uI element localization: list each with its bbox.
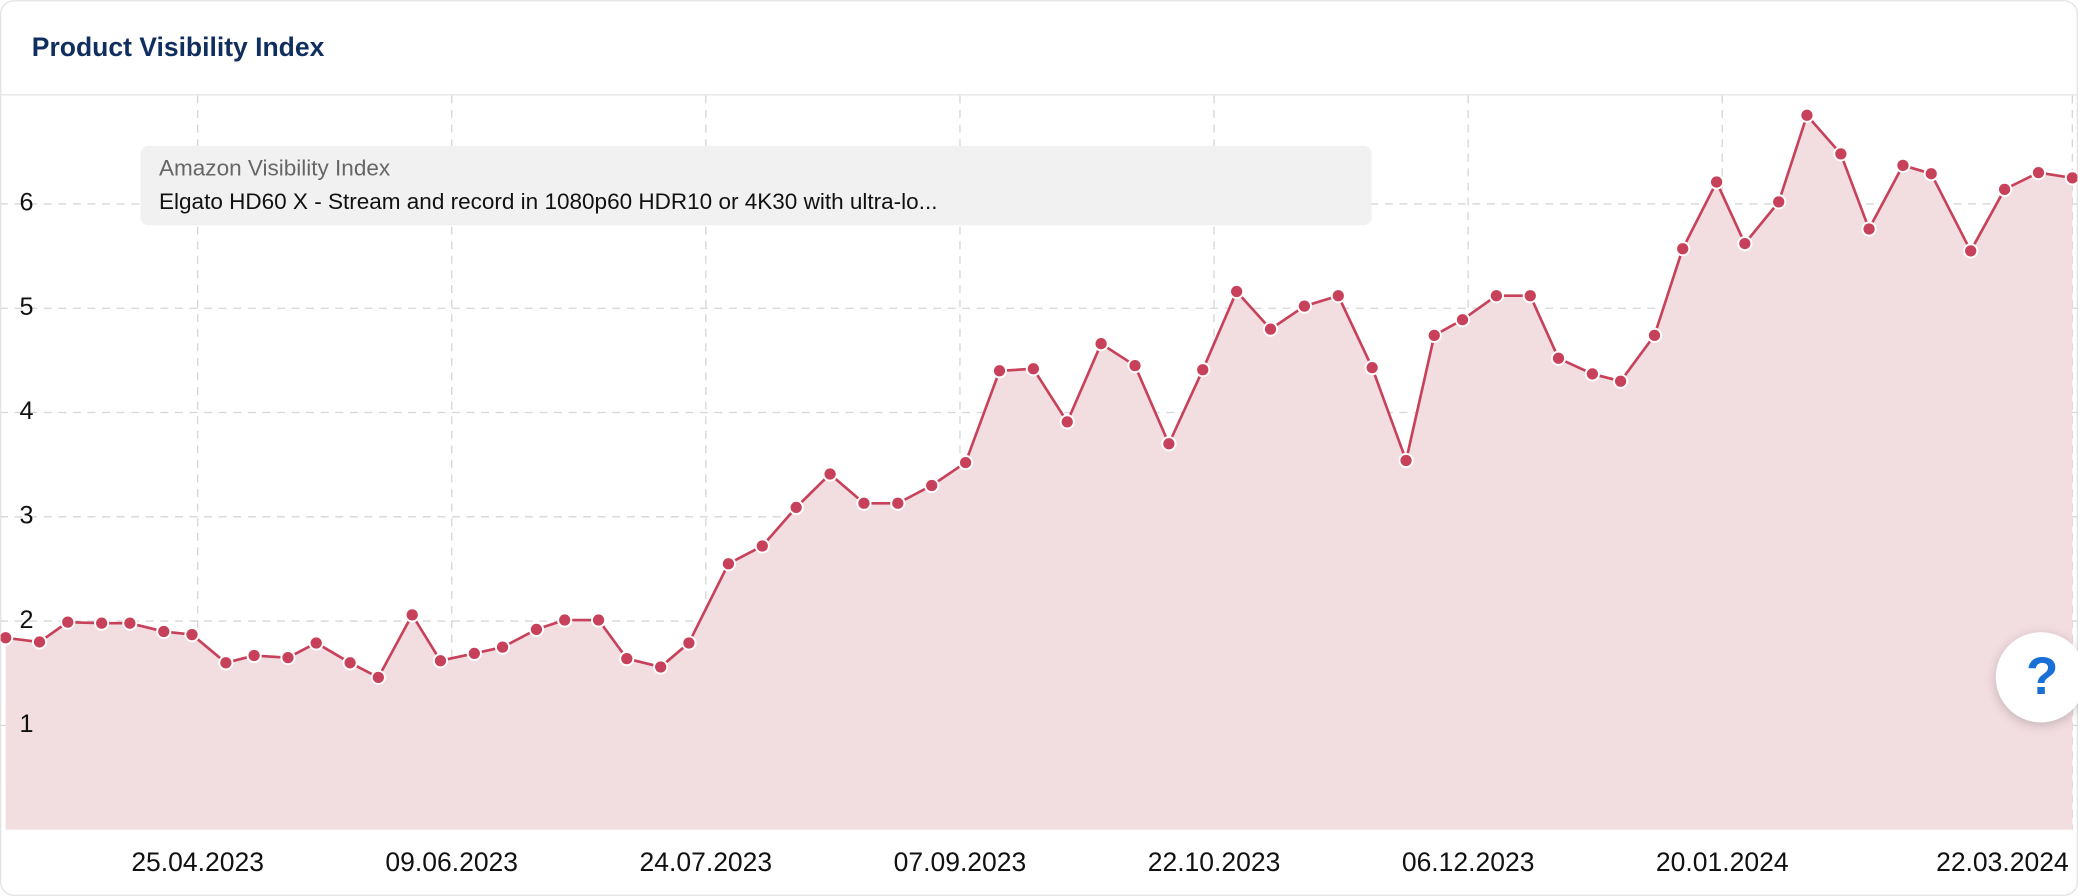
data-point [1229, 283, 1245, 300]
x-tick-label: 09.06.2023 [385, 847, 518, 877]
help-button[interactable] [1995, 632, 2078, 723]
x-tick-label: 24.07.2023 [640, 847, 773, 877]
data-point [122, 615, 138, 631]
tooltip-box [140, 145, 1372, 226]
data-point [619, 651, 635, 667]
data-point [218, 655, 234, 671]
data-point [2064, 170, 2078, 186]
data-point [991, 363, 1008, 379]
data-point [720, 556, 737, 572]
data-point [1195, 362, 1211, 378]
data-point [856, 495, 872, 511]
y-tick-label: 5 [20, 293, 34, 321]
data-point [246, 647, 262, 664]
data-point [653, 659, 669, 675]
help-icon[interactable]: ? [2026, 647, 2058, 706]
data-point [957, 454, 974, 471]
data-point [156, 623, 172, 640]
data-point [1923, 166, 1939, 182]
data-point [1708, 174, 1725, 190]
data-point [1025, 361, 1041, 377]
data-point [924, 477, 940, 494]
data-point [184, 627, 200, 643]
data-point [557, 612, 573, 628]
tooltip-text: Elgato HD60 X - Stream and record in 108… [159, 189, 937, 214]
data-point [1612, 373, 1629, 389]
data-point [432, 653, 449, 669]
data-point [94, 615, 110, 631]
tooltip-title: Amazon Visibility Index [159, 156, 391, 181]
plot [0, 95, 2078, 830]
data-point [1737, 235, 1753, 252]
data-point [754, 538, 770, 554]
data-point [1398, 452, 1414, 469]
data-point [1675, 241, 1691, 257]
data-point [528, 621, 545, 638]
data-point [342, 655, 358, 671]
data-point [1963, 243, 1979, 259]
x-tick-label: 07.09.2023 [894, 847, 1027, 877]
y-tick-label: 2 [20, 606, 34, 634]
data-point [822, 466, 838, 482]
x-tick-label: 25.04.2023 [131, 847, 264, 877]
data-point [1799, 107, 1815, 123]
data-point [890, 495, 906, 511]
data-point [1996, 181, 2013, 197]
data-point [466, 645, 482, 662]
y-tick-label: 6 [20, 189, 34, 217]
data-point [404, 607, 420, 623]
data-point [1059, 414, 1075, 430]
data-point [1127, 357, 1143, 374]
data-point [1550, 350, 1567, 366]
y-tick-label: 3 [20, 501, 34, 529]
x-tick-label: 06.12.2023 [1402, 847, 1535, 877]
data-point [1161, 436, 1177, 452]
data-point [681, 635, 697, 651]
area [5, 115, 2073, 830]
data-point [1584, 366, 1601, 382]
data-point [1330, 288, 1346, 304]
y-tick-label: 4 [20, 397, 34, 425]
data-point [1296, 298, 1313, 314]
data-point [1364, 360, 1380, 376]
x-tick-label: 22.03.2024 [1936, 847, 2069, 877]
data-point [280, 649, 296, 666]
data-point [1861, 221, 1877, 237]
data-point [1454, 312, 1471, 328]
data-point [1833, 146, 1849, 162]
x-tick-label: 22.10.2023 [1148, 847, 1281, 877]
x-tick-label: 20.01.2024 [1656, 847, 1789, 877]
data-point [60, 614, 76, 630]
data-point [2030, 165, 2047, 181]
data-point [1488, 288, 1505, 304]
data-point [370, 669, 386, 686]
data-point [1771, 194, 1787, 210]
data-point [1262, 321, 1279, 337]
data-point [0, 630, 14, 646]
data-point [788, 499, 804, 516]
data-point [1646, 327, 1663, 343]
chart-title: Product Visibility Index [32, 32, 325, 62]
y-tick-label: 1 [20, 710, 34, 738]
data-point [1426, 327, 1442, 343]
data-point [1093, 336, 1109, 352]
data-point [1522, 288, 1538, 304]
data-point [308, 635, 324, 651]
data-point [31, 634, 48, 650]
data-point [590, 612, 607, 628]
data-point [1895, 157, 1911, 173]
data-point [494, 639, 511, 655]
